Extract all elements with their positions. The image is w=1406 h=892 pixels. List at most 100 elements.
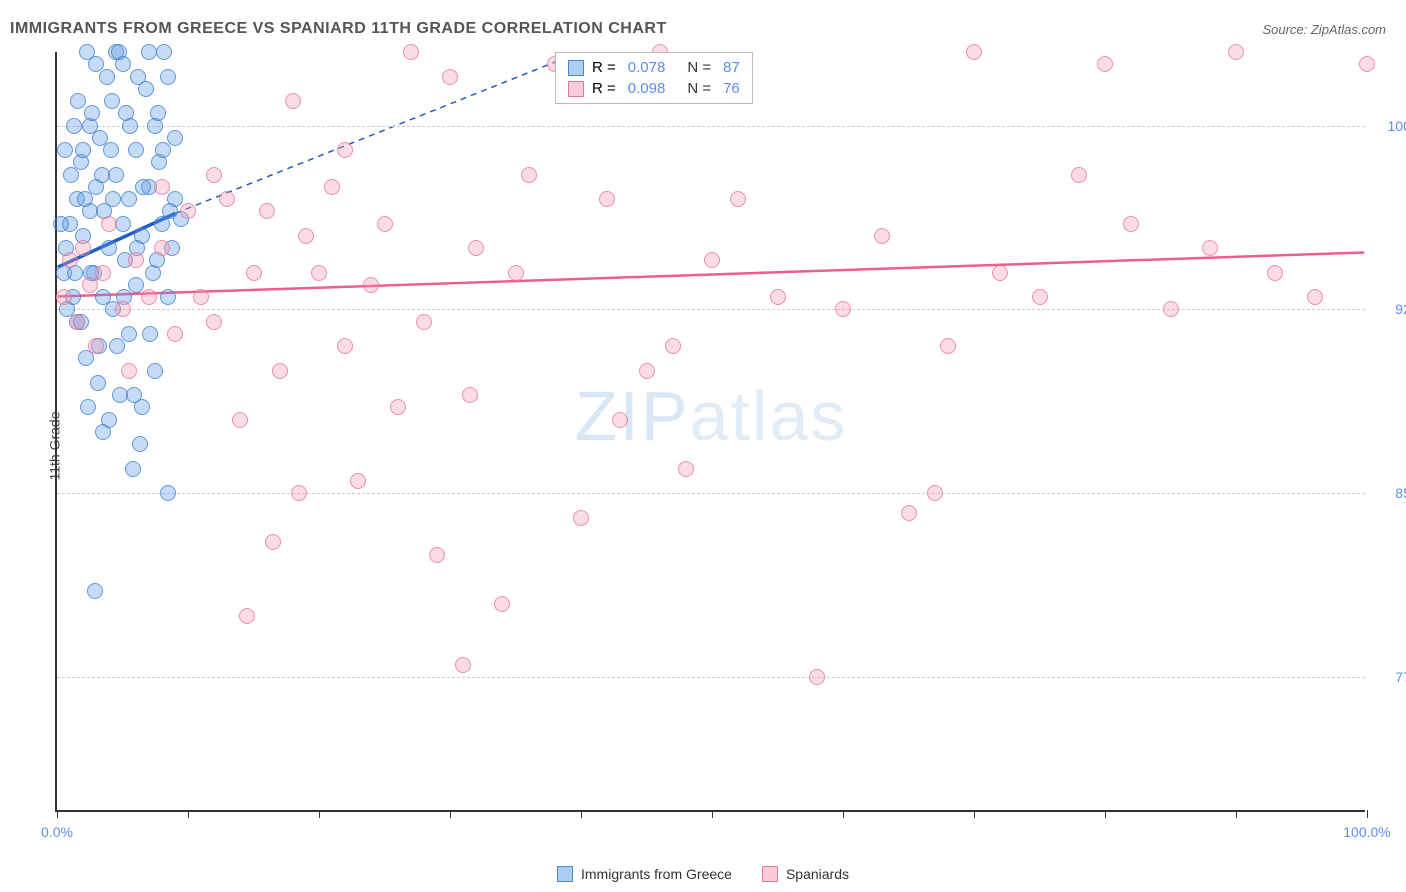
data-point-spaniards: [770, 289, 786, 305]
data-point-spaniards: [494, 596, 510, 612]
data-point-spaniards: [639, 363, 655, 379]
data-point-spaniards: [1359, 56, 1375, 72]
legend-bottom: Immigrants from Greece Spaniards: [557, 866, 849, 882]
data-point-spaniards: [272, 363, 288, 379]
data-point-spaniards: [88, 338, 104, 354]
data-point-spaniards: [390, 399, 406, 415]
data-point-greece: [122, 118, 138, 134]
x-tick: [1236, 810, 1237, 818]
data-point-spaniards: [62, 252, 78, 268]
data-point-greece: [66, 118, 82, 134]
data-point-spaniards: [180, 203, 196, 219]
data-point-spaniards: [927, 485, 943, 501]
data-point-greece: [141, 44, 157, 60]
x-tick: [450, 810, 451, 818]
data-point-spaniards: [442, 69, 458, 85]
data-point-spaniards: [992, 265, 1008, 281]
legend-stats-row-spaniards: R = 0.098 N = 76: [568, 78, 740, 99]
data-point-spaniards: [429, 547, 445, 563]
data-point-greece: [121, 326, 137, 342]
data-point-greece: [132, 436, 148, 452]
data-point-spaniards: [1163, 301, 1179, 317]
data-point-spaniards: [940, 338, 956, 354]
data-point-greece: [99, 69, 115, 85]
data-point-spaniards: [121, 363, 137, 379]
gridline: [57, 493, 1365, 494]
x-tick: [319, 810, 320, 818]
y-tick-label: 100.0%: [1388, 118, 1406, 134]
data-point-spaniards: [1202, 240, 1218, 256]
data-point-spaniards: [285, 93, 301, 109]
swatch-blue-icon: [557, 866, 573, 882]
data-point-spaniards: [128, 252, 144, 268]
data-point-greece: [155, 142, 171, 158]
gridline: [57, 677, 1365, 678]
data-point-spaniards: [298, 228, 314, 244]
n-value-greece: 87: [723, 59, 740, 76]
swatch-pink-icon: [568, 81, 584, 97]
data-point-greece: [101, 412, 117, 428]
data-point-spaniards: [259, 203, 275, 219]
data-point-greece: [109, 338, 125, 354]
data-point-greece: [121, 191, 137, 207]
data-point-greece: [101, 240, 117, 256]
data-point-greece: [75, 142, 91, 158]
n-label-spaniards: N =: [687, 80, 711, 97]
data-point-spaniards: [337, 142, 353, 158]
data-point-spaniards: [1097, 56, 1113, 72]
data-point-spaniards: [1123, 216, 1139, 232]
data-point-spaniards: [239, 608, 255, 624]
data-point-greece: [70, 93, 86, 109]
data-point-greece: [103, 142, 119, 158]
data-point-spaniards: [468, 240, 484, 256]
data-point-spaniards: [730, 191, 746, 207]
data-point-spaniards: [193, 289, 209, 305]
data-point-spaniards: [1032, 289, 1048, 305]
data-point-greece: [53, 216, 69, 232]
data-point-spaniards: [56, 289, 72, 305]
data-point-greece: [138, 81, 154, 97]
data-point-spaniards: [115, 301, 131, 317]
data-point-spaniards: [291, 485, 307, 501]
data-point-greece: [63, 167, 79, 183]
data-point-spaniards: [599, 191, 615, 207]
data-point-greece: [87, 583, 103, 599]
data-point-greece: [147, 363, 163, 379]
data-point-spaniards: [311, 265, 327, 281]
x-tick: [1367, 810, 1368, 818]
data-point-spaniards: [665, 338, 681, 354]
data-point-greece: [111, 44, 127, 60]
data-point-spaniards: [69, 314, 85, 330]
data-point-spaniards: [246, 265, 262, 281]
data-point-spaniards: [416, 314, 432, 330]
data-point-spaniards: [573, 510, 589, 526]
data-point-greece: [80, 399, 96, 415]
data-point-spaniards: [1267, 265, 1283, 281]
data-point-greece: [126, 387, 142, 403]
chart-container: IMMIGRANTS FROM GREECE VS SPANIARD 11TH …: [0, 0, 1406, 892]
plot-area: ZIPatlas 77.5%85.0%92.5%100.0%0.0%100.0%: [55, 52, 1365, 812]
r-value-greece: 0.078: [628, 59, 666, 76]
swatch-blue-icon: [568, 60, 584, 76]
data-point-greece: [125, 461, 141, 477]
data-point-spaniards: [455, 657, 471, 673]
data-point-spaniards: [612, 412, 628, 428]
x-tick: [1105, 810, 1106, 818]
legend-stats-row-greece: R = 0.078 N = 87: [568, 57, 740, 78]
legend-stats: R = 0.078 N = 87 R = 0.098 N = 76: [555, 52, 753, 104]
data-point-spaniards: [324, 179, 340, 195]
data-point-greece: [104, 93, 120, 109]
data-point-spaniards: [82, 277, 98, 293]
data-point-spaniards: [265, 534, 281, 550]
data-point-greece: [128, 277, 144, 293]
y-tick-label: 92.5%: [1395, 301, 1406, 317]
data-point-greece: [128, 142, 144, 158]
data-point-greece: [57, 142, 73, 158]
n-label-greece: N =: [687, 59, 711, 76]
x-tick: [974, 810, 975, 818]
data-point-greece: [135, 179, 151, 195]
data-point-spaniards: [809, 669, 825, 685]
data-point-spaniards: [835, 301, 851, 317]
data-point-greece: [90, 375, 106, 391]
data-point-spaniards: [154, 240, 170, 256]
